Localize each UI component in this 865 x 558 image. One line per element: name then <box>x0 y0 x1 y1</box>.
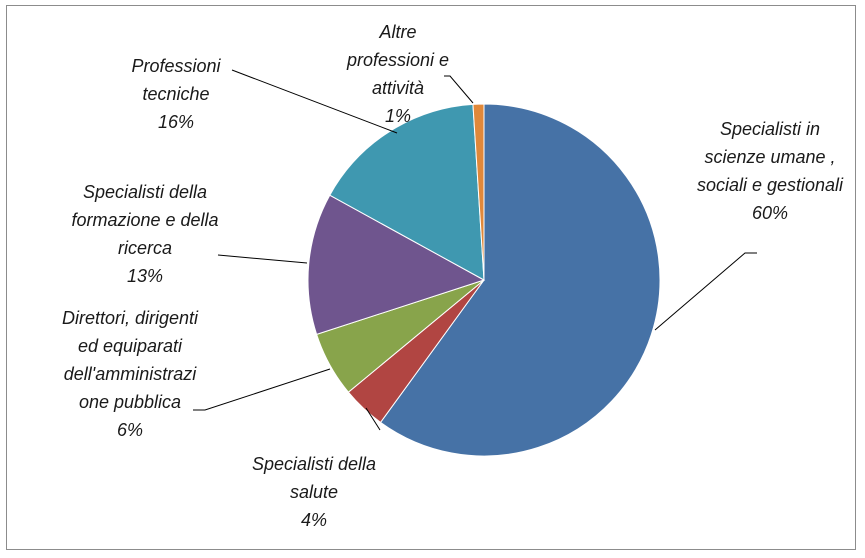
category-label: Direttori, dirigenti ed equiparati dell'… <box>61 308 199 412</box>
leader-line <box>217 254 308 264</box>
value-label: 60% <box>751 203 789 223</box>
category-label: Altre professioni e attività <box>346 22 450 98</box>
leader-line <box>654 252 757 331</box>
pie-slice <box>329 103 485 281</box>
category-label: Professioni tecniche <box>131 56 221 104</box>
slice-label: Direttori, dirigenti ed equiparati dell'… <box>60 304 200 444</box>
pie-slice <box>472 103 485 281</box>
value-label: 16% <box>157 112 195 132</box>
leader-line <box>193 368 331 411</box>
category-label: Specialisti della salute <box>251 454 377 502</box>
leader-line <box>365 407 381 431</box>
slice-label: Specialisti in scienze umane , sociali e… <box>695 115 845 227</box>
value-label: 1% <box>384 106 411 126</box>
pie-slice <box>307 194 486 336</box>
slice-label: Specialisti della formazione e della ric… <box>55 178 235 290</box>
slice-label: Altre professioni e attività 1% <box>343 18 453 130</box>
category-label: Specialisti della formazione e della ric… <box>71 182 219 258</box>
slice-label: Professioni tecniche 16% <box>110 52 242 136</box>
pie-slice <box>379 103 661 457</box>
value-label: 13% <box>126 266 164 286</box>
chart-frame <box>6 5 856 550</box>
category-label: Specialisti in scienze umane , sociali e… <box>696 119 844 195</box>
value-label: 6% <box>116 420 143 440</box>
value-label: 4% <box>300 510 327 530</box>
leader-line <box>444 75 474 104</box>
slice-label: Specialisti della salute 4% <box>234 450 394 534</box>
leader-line <box>231 69 398 134</box>
